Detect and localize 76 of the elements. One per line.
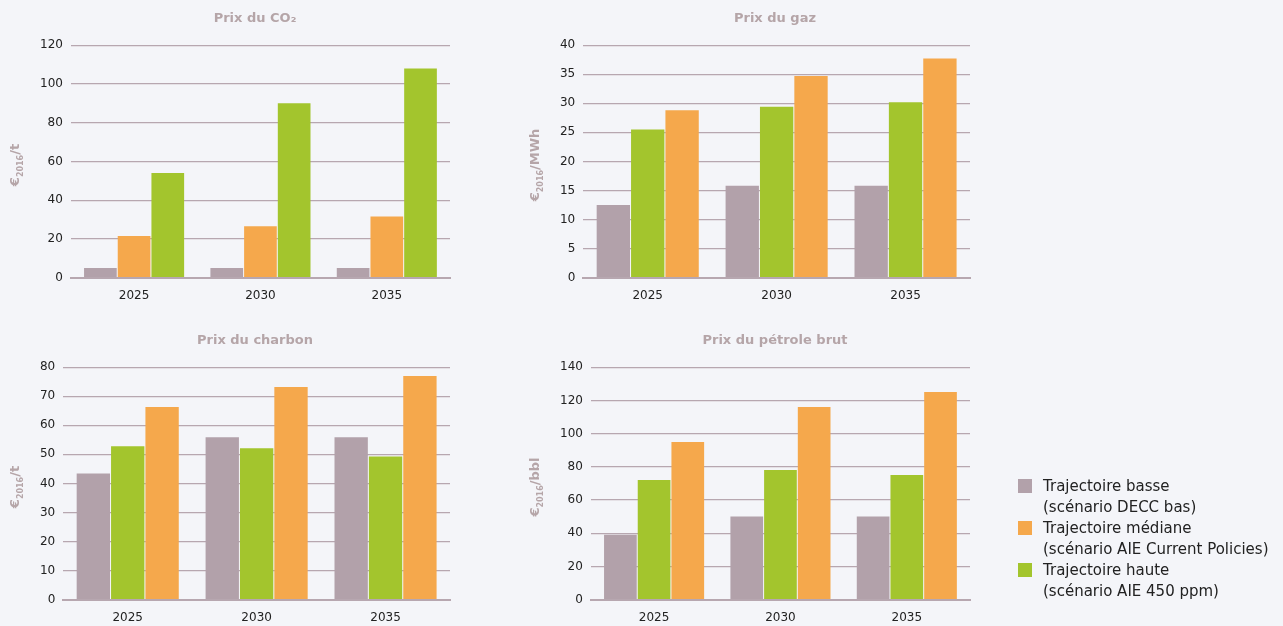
bar — [370, 216, 404, 277]
bar — [924, 392, 957, 599]
legend-label: Trajectoire haute (scénario AIE 450 ppm) — [1043, 560, 1219, 602]
bar — [759, 106, 794, 277]
legend-label: Trajectoire médiane (scénario AIE Current Policies) — [1043, 518, 1269, 560]
bar — [890, 475, 924, 599]
bar — [274, 386, 308, 599]
bar — [637, 480, 671, 599]
x-tick-label: 2025 — [632, 287, 663, 302]
bar — [888, 102, 923, 277]
y-tick-label: 10 — [559, 211, 576, 226]
bar — [794, 75, 828, 277]
y-tick-label: 30 — [39, 504, 56, 519]
y-tick-label: 0 — [575, 591, 583, 606]
x-tick-label: 2030 — [765, 609, 796, 624]
x-tick-label: 2035 — [370, 609, 401, 624]
y-tick-label: 0 — [47, 591, 56, 606]
bar — [923, 58, 957, 277]
y-tick-label: 20 — [559, 153, 576, 168]
bar — [665, 110, 699, 277]
y-tick-label: 30 — [559, 95, 576, 110]
y-tick-label: 60 — [47, 153, 63, 168]
bar — [111, 446, 145, 599]
y-tick-label: 5 — [567, 240, 576, 255]
x-tick-label: 2025 — [638, 609, 670, 624]
chart-title: Prix du CO₂ — [212, 10, 298, 25]
bar — [277, 103, 311, 277]
y-tick-label: 0 — [55, 269, 63, 284]
bar — [145, 407, 179, 599]
y-tick-label: 120 — [560, 392, 583, 407]
bar — [117, 235, 151, 277]
x-tick-label: 2030 — [245, 287, 276, 302]
bar — [403, 375, 437, 599]
y-tick-label: 60 — [567, 492, 583, 507]
chart-title: Prix du pétrole brut — [701, 332, 849, 347]
bar — [671, 441, 705, 599]
x-tick-label: 2030 — [761, 287, 792, 302]
y-tick-label: 50 — [39, 446, 56, 461]
y-tick-label: 20 — [567, 558, 583, 573]
y-tick-label: 100 — [560, 425, 583, 440]
y-tick-label: 100 — [40, 76, 63, 91]
bar — [631, 129, 665, 277]
x-tick-label: 2025 — [118, 287, 150, 302]
y-tick-label: 80 — [47, 114, 63, 129]
chart-title: Prix du charbon — [196, 332, 314, 347]
y-tick-label: 0 — [567, 269, 576, 284]
y-tick-label: 40 — [559, 37, 576, 52]
y-tick-label: 15 — [559, 182, 576, 197]
bar — [368, 456, 403, 599]
x-tick-label: 2035 — [890, 287, 921, 302]
chart-title: Prix du gaz — [732, 10, 817, 25]
bar — [151, 173, 185, 277]
bar — [244, 226, 277, 277]
y-tick-label: 35 — [559, 66, 576, 81]
y-tick-label: 20 — [47, 230, 63, 245]
y-tick-label: 70 — [39, 388, 56, 403]
y-tick-label: 40 — [567, 525, 583, 540]
y-tick-label: 80 — [567, 458, 583, 473]
bar — [239, 448, 274, 599]
y-tick-label: 120 — [40, 37, 63, 52]
bar — [764, 470, 797, 599]
x-tick-label: 2035 — [891, 609, 923, 624]
y-tick-label: 20 — [39, 533, 56, 548]
x-tick-label: 2030 — [241, 609, 272, 624]
y-tick-label: 40 — [39, 475, 56, 490]
x-tick-label: 2035 — [371, 287, 403, 302]
legend-label: Trajectoire basse (scénario DECC bas) — [1043, 476, 1197, 518]
y-tick-label: 80 — [39, 359, 56, 374]
y-tick-label: 10 — [39, 562, 56, 577]
y-tick-label: 25 — [559, 124, 576, 139]
y-tick-label: 140 — [560, 359, 583, 374]
bar — [404, 68, 437, 277]
x-tick-label: 2025 — [112, 609, 143, 624]
y-tick-label: 60 — [39, 417, 56, 432]
bar — [797, 407, 831, 599]
y-tick-label: 40 — [47, 192, 63, 207]
